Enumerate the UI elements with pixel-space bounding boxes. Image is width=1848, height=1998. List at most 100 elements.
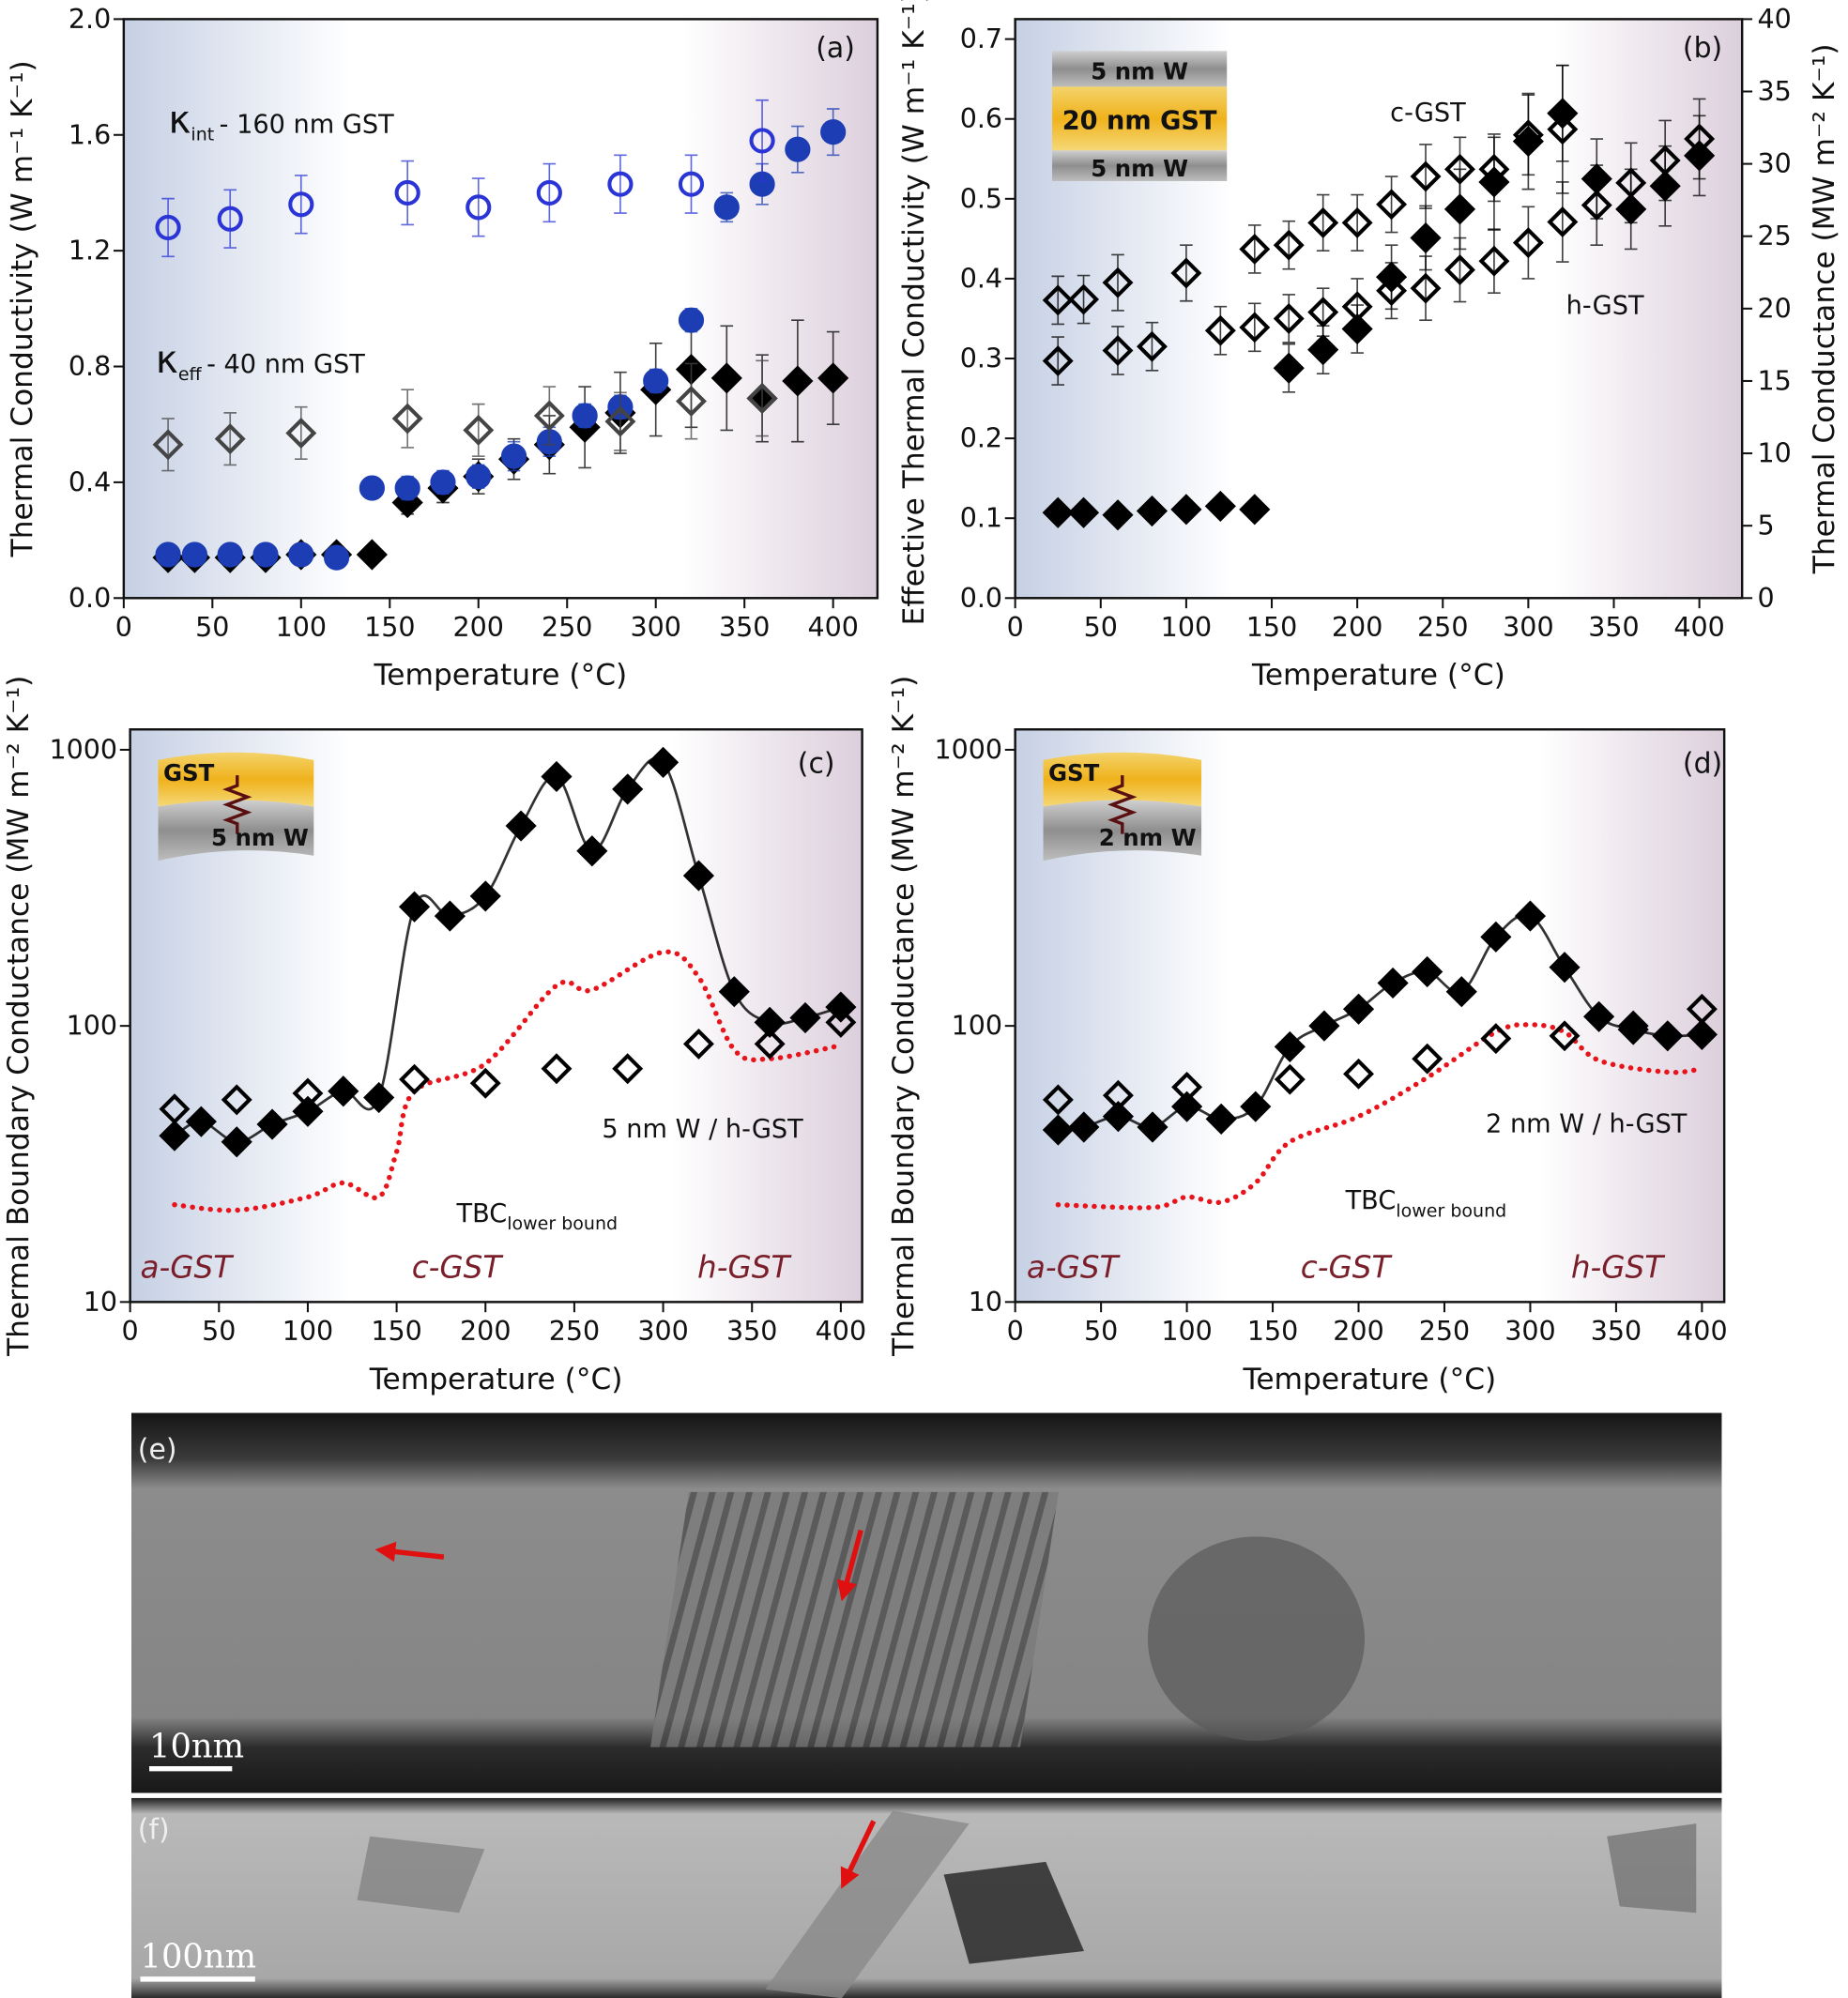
error-bar <box>1384 175 1398 234</box>
error-bar <box>1051 275 1065 326</box>
point <box>541 760 573 793</box>
point <box>612 1053 644 1085</box>
error-bar <box>1453 136 1467 203</box>
inset-layer <box>1052 150 1228 181</box>
point <box>469 1067 501 1099</box>
point <box>682 1028 714 1060</box>
point <box>1042 345 1074 377</box>
point <box>612 773 644 805</box>
x-tick-label: 350 <box>726 1316 777 1347</box>
panel-label: (b) <box>1683 32 1722 65</box>
y2-tick-label: 10 <box>1757 438 1791 469</box>
y-tick-label: 0.0 <box>960 583 1002 614</box>
point <box>159 1093 191 1125</box>
point <box>643 368 669 394</box>
point <box>1478 245 1510 277</box>
error-bar <box>1692 98 1706 180</box>
point <box>155 214 181 241</box>
point <box>217 541 243 568</box>
point <box>185 1106 217 1137</box>
point <box>292 1077 324 1109</box>
inset-layer <box>1052 51 1228 87</box>
crystal-fringes <box>650 1491 1059 1747</box>
error-bar <box>1248 224 1261 274</box>
annotation-text: - 160 nm GST <box>220 110 394 139</box>
x-tick-label: 50 <box>1084 1316 1118 1347</box>
point <box>1445 976 1477 1008</box>
y-tick-label: 0.8 <box>69 351 111 382</box>
annotation: κint - 160 nm GST <box>168 97 394 145</box>
annotation-text: h-GST <box>1566 291 1644 320</box>
point <box>398 891 431 923</box>
x-tick-label: 200 <box>460 1316 511 1347</box>
point <box>746 382 778 414</box>
point <box>607 171 634 197</box>
point <box>785 136 811 162</box>
x-tick-label: 150 <box>371 1316 421 1347</box>
point <box>789 1001 821 1034</box>
point <box>713 194 740 221</box>
point <box>1042 1084 1074 1116</box>
point <box>1343 1058 1374 1090</box>
x-tick-label: 100 <box>1161 1316 1212 1347</box>
phase-label: h-GST <box>697 1250 792 1286</box>
point <box>1102 499 1134 531</box>
point <box>1102 335 1134 366</box>
series-line <box>173 756 843 1144</box>
y-axis-label: Thermal Conductivity (W m⁻¹ K⁻¹) <box>6 60 39 557</box>
point <box>678 307 705 333</box>
y-tick-label: 0.1 <box>960 503 1002 534</box>
plot-background <box>123 19 878 599</box>
annotation-text: 5 nm W / h-GST <box>602 1115 803 1144</box>
error-bar <box>1453 236 1467 303</box>
grain <box>765 1810 970 1998</box>
x-tick-label: 250 <box>1417 612 1468 643</box>
point <box>1686 1018 1718 1051</box>
error-bar <box>1488 228 1501 295</box>
x-tick-label: 250 <box>549 1316 600 1347</box>
panel-label: (e) <box>138 1433 177 1466</box>
y2-tick-label: 35 <box>1757 76 1791 107</box>
point <box>466 194 492 221</box>
plot-frame <box>1014 18 1744 600</box>
error-bar <box>1316 193 1330 252</box>
annotation-subscript: int <box>191 124 214 145</box>
error-bar <box>1351 193 1364 252</box>
red-arrow <box>374 1541 445 1563</box>
y-axis-label: Thermal Boundary Conductance (MW m⁻² K⁻¹… <box>2 676 36 1357</box>
point <box>1067 496 1100 528</box>
y-tick-label: 10 <box>84 1287 117 1318</box>
point <box>155 541 181 568</box>
point <box>221 1126 252 1158</box>
point <box>1410 221 1442 254</box>
inset-label: 5 nm W <box>1091 155 1188 182</box>
x-tick-label: 200 <box>1332 612 1382 643</box>
annotation-subscript: lower bound <box>1396 1200 1506 1221</box>
point <box>463 414 495 446</box>
point <box>1512 119 1544 151</box>
error-bar <box>1488 136 1501 203</box>
point <box>1410 272 1442 304</box>
point <box>1549 952 1581 984</box>
grain <box>1147 1536 1365 1741</box>
point <box>676 386 707 418</box>
point <box>1341 206 1373 238</box>
x-tick-label: 350 <box>719 612 770 643</box>
x-tick-label: 400 <box>807 612 858 643</box>
inset-layer <box>1052 86 1228 151</box>
y2-tick-label: 25 <box>1757 221 1791 252</box>
y-tick-label: 0.2 <box>960 423 1002 454</box>
error-bar <box>1180 244 1193 302</box>
point <box>1273 303 1305 334</box>
x-tick-label: 0 <box>1007 612 1024 643</box>
point <box>710 362 742 394</box>
y-tick-label: 100 <box>67 1011 117 1042</box>
point <box>1583 1000 1615 1032</box>
error-bar <box>1111 326 1124 375</box>
x-tick-label: 400 <box>1673 612 1724 643</box>
annotation-subscript: eff <box>178 364 203 385</box>
point <box>1239 233 1271 265</box>
point <box>1512 227 1544 259</box>
point <box>782 365 814 397</box>
point <box>1068 283 1100 315</box>
